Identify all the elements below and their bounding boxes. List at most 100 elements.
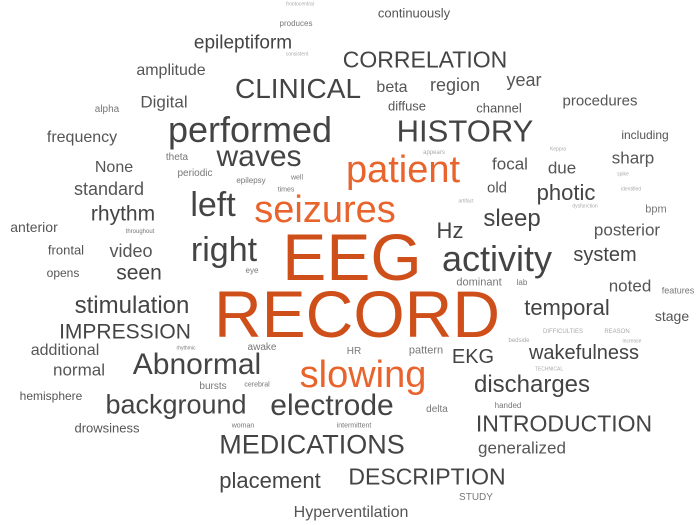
cloud-word: procedures [562, 92, 638, 110]
cloud-word: times [277, 186, 295, 194]
cloud-word: background [105, 389, 247, 420]
cloud-word: temporal [524, 295, 610, 320]
cloud-word: MEDICATIONS [219, 429, 405, 460]
cloud-word: additional [30, 342, 100, 359]
cloud-word: normal [53, 360, 105, 380]
cloud-word: eye [245, 266, 259, 275]
cloud-word: throughout [125, 229, 155, 235]
cloud-word: EKG [451, 346, 495, 368]
cloud-word: channel [476, 100, 522, 116]
cloud-word: EEG [282, 220, 422, 294]
cloud-word: anterior [10, 219, 58, 235]
cloud-word: consistent [285, 51, 309, 58]
cloud-word: Abnormal [132, 348, 262, 381]
cloud-word: placement [219, 468, 321, 493]
cloud-word: rhythmic [176, 345, 196, 352]
cloud-word: features [661, 285, 695, 296]
cloud-word: IMPRESSION [59, 320, 191, 344]
cloud-word: bedside [508, 338, 530, 344]
cloud-word: beta [376, 79, 408, 96]
cloud-word: stimulation [74, 292, 190, 319]
cloud-word: frontocentral [286, 1, 314, 8]
cloud-word: region [429, 75, 481, 95]
cloud-word: alpha [94, 104, 120, 115]
cloud-word: spike [617, 171, 629, 178]
cloud-word: right [190, 231, 258, 269]
cloud-word: video [109, 241, 153, 261]
cloud-word: dysfunction [572, 203, 598, 210]
cloud-word: performed [167, 109, 333, 150]
cloud-word: including [621, 128, 669, 142]
cloud-word: amplitude [136, 62, 206, 79]
cloud-word: system [573, 244, 637, 266]
cloud-word: Keppra [549, 146, 567, 153]
cloud-word: woman [231, 422, 255, 430]
cloud-word: REASON [604, 329, 630, 335]
cloud-word: waves [216, 140, 302, 173]
cloud-word: increase [622, 338, 642, 345]
cloud-word: artifact [458, 198, 474, 205]
cloud-word: discharges [473, 371, 591, 398]
cloud-word: photic [536, 180, 596, 205]
cloud-word: rhythm [90, 202, 156, 226]
cloud-word: frontal [47, 242, 85, 258]
cloud-word: epileptiform [193, 32, 293, 54]
cloud-word: old [486, 179, 508, 197]
cloud-word: due [547, 158, 577, 178]
cloud-word: activity [441, 238, 553, 279]
cloud-word: identified [620, 186, 642, 193]
cloud-word: stage [654, 308, 690, 324]
cloud-word: seen [116, 261, 162, 285]
cloud-word: lab [516, 278, 528, 287]
cloud-word: CLINICAL [234, 73, 362, 104]
cloud-word: handed [494, 401, 522, 410]
cloud-word: None [94, 159, 134, 176]
cloud-word: INTRODUCTION [475, 410, 653, 437]
cloud-word: frequency [46, 129, 118, 146]
cloud-word: Hyperventilation [293, 504, 409, 521]
cloud-word: awake [247, 342, 277, 353]
cloud-word: periodic [177, 168, 213, 179]
cloud-word: HISTORY [396, 113, 534, 149]
cloud-word: Hz [436, 218, 464, 243]
cloud-word: DESCRIPTION [348, 463, 506, 490]
cloud-word: theta [165, 152, 189, 163]
cloud-word: wakefulness [528, 342, 640, 364]
cloud-word: RECORD [213, 277, 501, 351]
cloud-word: diffuse [387, 98, 427, 114]
cloud-word: posterior [593, 220, 661, 240]
cloud-word: appears [423, 150, 445, 156]
cloud-word: intermittent [336, 422, 372, 430]
cloud-word: noted [608, 276, 652, 296]
cloud-word: bursts [199, 381, 227, 392]
cloud-word: patient [345, 149, 461, 191]
cloud-word: delta [426, 404, 448, 415]
cloud-word: bpm [645, 203, 667, 216]
cloud-word: seizures [254, 189, 396, 231]
cloud-word: standard [73, 179, 145, 199]
cloud-word: Digital [140, 92, 188, 112]
cloud-word: DIFFICULTIES [543, 329, 583, 335]
cloud-word: year [506, 70, 542, 90]
cloud-word: generalized [478, 438, 566, 458]
cloud-word: sharp [611, 148, 655, 168]
cloud-word: HR [346, 346, 362, 357]
cloud-word: opens [46, 266, 80, 280]
cloud-word: hemisphere [19, 389, 83, 403]
cloud-word: left [190, 186, 236, 224]
cloud-word: cerebral [244, 381, 270, 389]
cloud-word: epilepsy [236, 176, 266, 185]
cloud-word: STUDY [459, 492, 493, 503]
cloud-word: produces [279, 19, 313, 28]
cloud-word: TECHNICAL [534, 366, 564, 373]
cloud-word: dominant [456, 276, 502, 289]
cloud-word: pattern [408, 344, 444, 357]
cloud-word: slowing [299, 354, 427, 396]
cloud-word: well [290, 174, 304, 182]
cloud-word: CORRELATION [342, 46, 508, 73]
cloud-word: continuously [377, 5, 451, 21]
cloud-word: sleep [483, 205, 541, 232]
cloud-word: electrode [270, 389, 394, 422]
cloud-word: focal [492, 154, 528, 174]
